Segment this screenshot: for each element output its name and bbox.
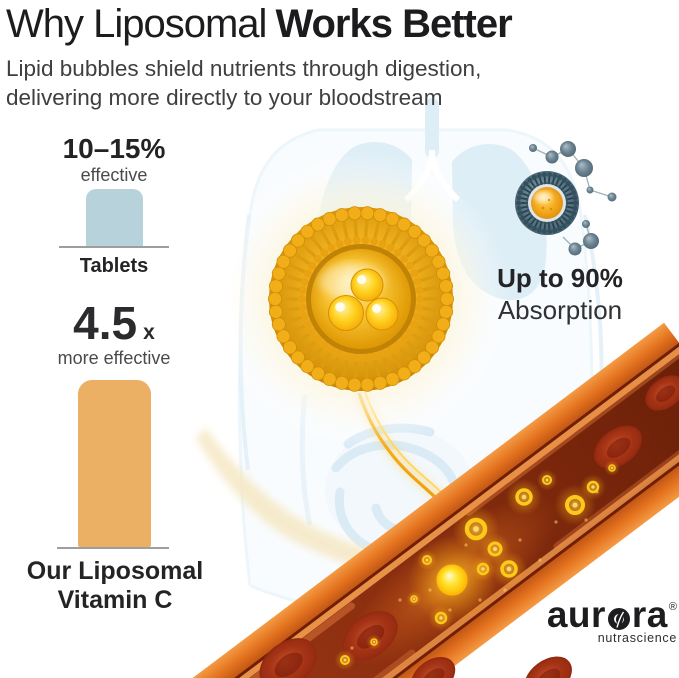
liposomal-multiplier-value: 4.5 <box>73 297 138 349</box>
tablets-bar-baseline <box>59 246 169 248</box>
vitamin-particles <box>334 460 620 671</box>
red-blood-cells <box>259 375 679 678</box>
liposomal-effectiveness-qualifier: more effective <box>57 348 171 368</box>
tablets-bar <box>86 189 143 247</box>
liposomal-bar-label-line2: Vitamin C <box>57 586 173 614</box>
page-subtitle: Lipid bubbles shield nutrients through d… <box>6 55 666 113</box>
absorption-callout: Up to 90% Absorption <box>450 263 670 326</box>
page-title: Why Liposomal Works Better <box>6 2 666 47</box>
liposomal-multiplier-suffix: x <box>143 321 155 344</box>
absorption-headline: Up to 90% <box>497 263 623 293</box>
brand-wordmark: aur ra ® <box>531 594 677 635</box>
registered-mark: ® <box>668 600 677 613</box>
tablets-bar-label: Tablets <box>79 255 149 277</box>
brand-logo: aur ra ® nutrascience <box>531 594 677 645</box>
nutrient-droplets <box>328 268 399 331</box>
title-regular: Why Liposomal <box>6 2 267 46</box>
subtitle-line1: Lipid bubbles shield nutrients through d… <box>6 56 482 81</box>
liposomal-effectiveness-value: 4.5 x <box>14 300 214 346</box>
liposomal-stat: 4.5 x more effective <box>14 300 214 369</box>
brand-name-pre: aur <box>546 594 606 635</box>
absorption-subline: Absorption <box>497 294 623 325</box>
brand-tagline: nutrascience <box>597 630 677 645</box>
leaf-o-icon <box>607 607 630 630</box>
subtitle-line2: delivering more directly to your bloodst… <box>6 84 443 110</box>
header: Why Liposomal Works Better Lipid bubbles … <box>6 2 666 113</box>
tablets-effectiveness-value: 10–15% <box>62 133 166 164</box>
tablets-effectiveness-qualifier: effective <box>80 165 148 186</box>
liposomal-bar-baseline <box>57 547 169 549</box>
liposomal-bar-label: Our Liposomal Vitamin C <box>0 557 230 615</box>
liposome-sphere-illustration <box>211 149 511 449</box>
liposome-icon <box>515 171 579 235</box>
blood-vessel-illustration <box>25 322 679 678</box>
title-bold: Works Better <box>275 2 512 46</box>
liposomal-bar <box>78 380 151 547</box>
brand-name-post: ra <box>631 594 668 635</box>
tablets-stat: 10–15% effective <box>24 134 204 186</box>
liposomal-bar-label-line1: Our Liposomal <box>26 557 204 585</box>
molecule-dots-icon <box>529 141 617 256</box>
